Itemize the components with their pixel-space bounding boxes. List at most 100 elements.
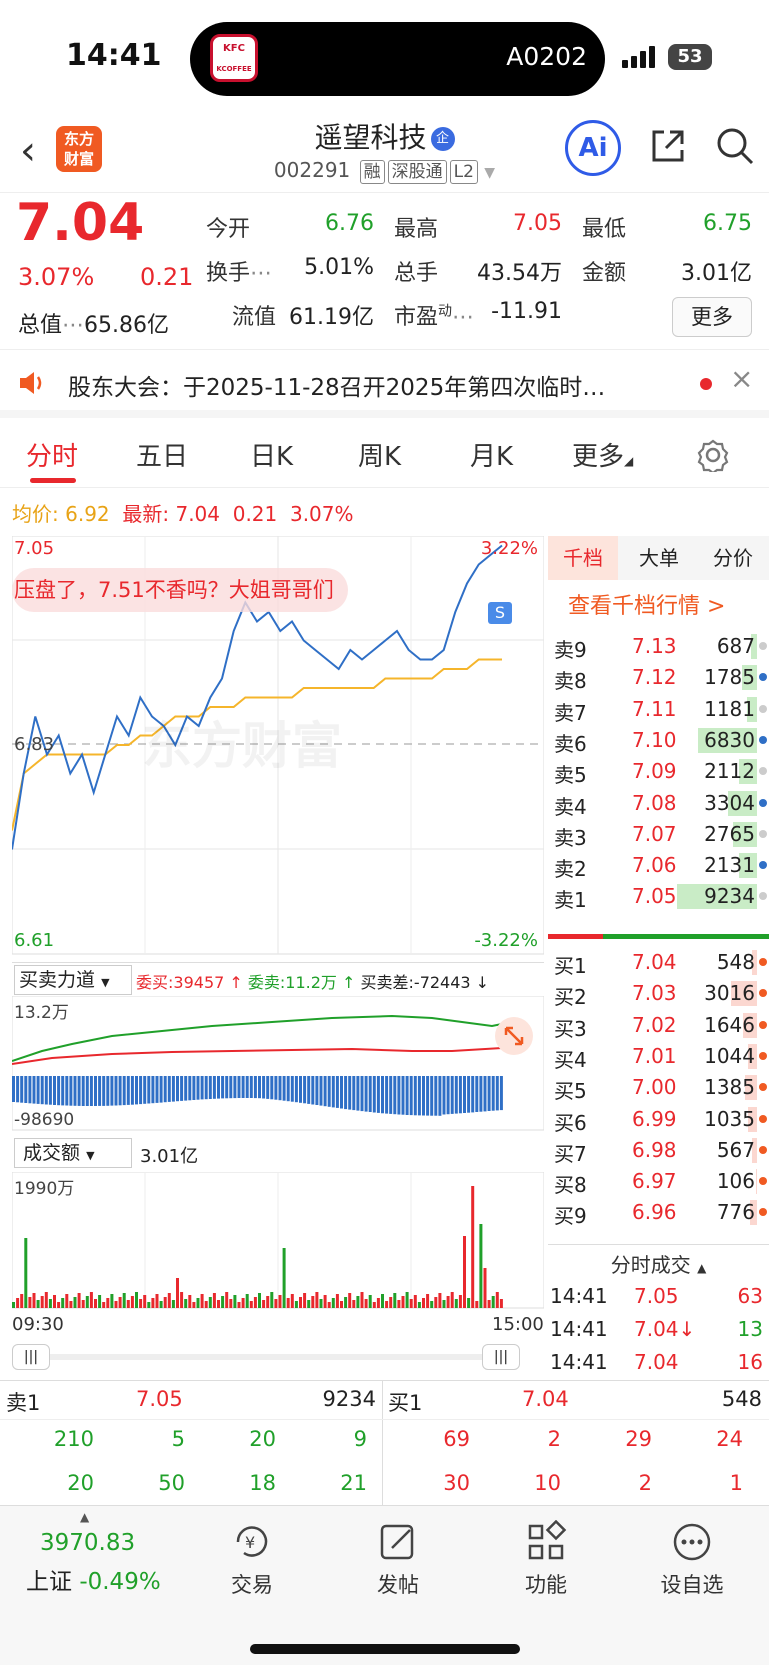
bid-row[interactable]: 买6 6.99 1035 — [548, 1103, 769, 1136]
power-bar — [143, 1076, 147, 1104]
queue-order: 30 — [443, 1471, 470, 1495]
tab-5day[interactable]: 五日 — [136, 442, 189, 472]
tab-monthly[interactable]: 月K — [470, 442, 514, 472]
volume-label: 成交额 — [23, 1142, 81, 1164]
home-indicator[interactable] — [250, 1644, 520, 1654]
bid-row[interactable]: 买2 7.03 3016 — [548, 977, 769, 1010]
volume-bar — [61, 1298, 65, 1308]
queue-order: 20 — [249, 1427, 276, 1451]
volume-bar — [147, 1302, 151, 1308]
level-label: 卖1 — [554, 888, 587, 913]
power-bar — [102, 1076, 106, 1106]
tab-intraday[interactable]: 分时 — [26, 442, 79, 472]
volume-bar — [241, 1298, 245, 1308]
nav-trade[interactable]: ¥ 交易 — [212, 1506, 292, 1599]
ask-row[interactable]: 卖9 7.13 687 — [548, 630, 769, 663]
volume-bar — [487, 1300, 491, 1308]
close-icon[interactable]: × — [730, 362, 754, 395]
tab-daily[interactable]: 日K — [250, 442, 294, 472]
bid-row[interactable]: 买8 6.97 106 — [548, 1165, 769, 1198]
back-icon[interactable]: ‹ — [20, 128, 36, 174]
power-bar — [118, 1076, 122, 1106]
power-bar — [364, 1076, 368, 1112]
queue-order: 2 — [547, 1427, 561, 1451]
comment-bubble[interactable]: 压盘了，7.51不香吗？大姐哥哥们 — [12, 568, 348, 612]
scroll-handle-left[interactable]: ||| — [12, 1344, 50, 1370]
tab-more[interactable]: 更多◢ — [572, 436, 633, 473]
nav-watchlist[interactable]: 设自选 — [652, 1506, 732, 1599]
bid-row[interactable]: 买1 7.04 548 — [548, 946, 769, 979]
power-selector[interactable]: 买卖力道 ▼ — [14, 965, 132, 995]
index-summary[interactable]: 上证 -0.49% — [26, 1562, 161, 1596]
tab-big-orders[interactable]: 大单 — [639, 546, 679, 570]
power-bar — [237, 1076, 241, 1098]
ticks-header[interactable]: 分时成交 ▲ — [548, 1244, 769, 1277]
bid-row[interactable]: 买9 6.96 776 — [548, 1196, 769, 1229]
settings-icon[interactable] — [696, 438, 730, 472]
ask-row[interactable]: 卖4 7.08 3304 — [548, 787, 769, 820]
bid-row[interactable]: 买4 7.01 1044 — [548, 1040, 769, 1073]
notice-bar[interactable]: 股东大会：于2025-11-28召开2025年第四次临时… × — [0, 350, 769, 418]
ask-row[interactable]: 卖6 7.10 6830 — [548, 724, 769, 757]
power-bar — [307, 1076, 311, 1104]
tab-order-depth[interactable]: 千档 — [548, 536, 618, 580]
stock-subtitle[interactable]: 002291 融深股通 L2 ▼ — [0, 158, 769, 184]
nav-post[interactable]: 发帖 — [358, 1506, 438, 1599]
intraday-chart[interactable]: 7.05 3.22% 6.83 6.61 -3.22% 东方财富 压盘了，7.5… — [12, 536, 544, 956]
volume-bar — [36, 1300, 40, 1308]
mid-price-label: 6.83 — [14, 734, 55, 755]
info-icon[interactable]: ⋯ — [62, 313, 85, 338]
volume-bar — [143, 1295, 147, 1308]
depth-link[interactable]: 查看千档行情 > — [568, 594, 726, 619]
queue-sell-vol: 9234 — [322, 1387, 376, 1411]
level-volume: 548 — [716, 950, 755, 974]
more-button[interactable]: 更多 — [672, 297, 752, 337]
volume-bar — [24, 1238, 28, 1308]
stock-code: 002291 — [273, 158, 351, 182]
volume-bar — [756, 1169, 757, 1195]
scroll-handle-right[interactable]: ||| — [482, 1344, 520, 1370]
ask-row[interactable]: 卖5 7.09 2112 — [548, 755, 769, 788]
period-tabs: 分时 五日 日K 周K 月K 更多◢ — [0, 418, 769, 488]
nav-functions[interactable]: 功能 — [506, 1506, 586, 1599]
nav-trade-label: 交易 — [231, 1573, 273, 1597]
volume-bar — [471, 1186, 475, 1308]
ask-row[interactable]: 卖1 7.05 9234 — [548, 880, 769, 913]
last-value: 7.04 — [175, 502, 220, 526]
s-marker[interactable]: S — [488, 602, 512, 624]
info-icon[interactable]: ⋯ — [452, 305, 475, 330]
bid-row[interactable]: 买3 7.02 1646 — [548, 1009, 769, 1042]
volume-selector[interactable]: 成交额 ▼ — [14, 1138, 132, 1168]
volume-bar — [315, 1292, 319, 1308]
share-icon[interactable] — [648, 126, 688, 166]
volume-bar — [245, 1294, 249, 1308]
info-icon[interactable]: ⋯ — [250, 261, 273, 286]
level-label: 卖2 — [554, 857, 587, 882]
bid-row[interactable]: 买5 7.00 1385 — [548, 1071, 769, 1104]
time-scrollbar[interactable]: ||| ||| — [12, 1344, 544, 1370]
level-volume: 1181 — [704, 696, 755, 721]
level-label: 卖7 — [554, 700, 587, 725]
ask-row[interactable]: 卖2 7.06 2131 — [548, 849, 769, 882]
bid-row[interactable]: 买7 6.98 567 — [548, 1134, 769, 1167]
ai-button[interactable]: Ai — [565, 120, 621, 176]
queue-divider — [382, 1381, 383, 1506]
search-icon[interactable] — [715, 126, 755, 166]
index-value[interactable]: 3970.83 — [40, 1530, 136, 1556]
tick-time: 14:41 — [550, 1317, 608, 1341]
expand-icon[interactable] — [494, 1016, 534, 1056]
tab-price-dist[interactable]: 分价 — [713, 546, 753, 570]
tab-weekly[interactable]: 周K — [358, 442, 402, 472]
volume-bar — [188, 1295, 192, 1308]
volume-bar — [40, 1296, 44, 1308]
ask-row[interactable]: 卖7 7.11 1181 — [548, 693, 769, 726]
dynamic-island[interactable]: KFC KCOFFEE A0202 — [190, 22, 605, 96]
level-dot — [759, 1177, 767, 1186]
volume-bar — [20, 1294, 24, 1308]
ask-row[interactable]: 卖3 7.07 2765 — [548, 818, 769, 851]
level-price: 7.05 — [632, 884, 677, 909]
top-pct-label: 3.22% — [480, 538, 538, 559]
volume-bar — [728, 790, 757, 816]
ask-row[interactable]: 卖8 7.12 1785 — [548, 661, 769, 694]
level-dot — [759, 1083, 767, 1092]
